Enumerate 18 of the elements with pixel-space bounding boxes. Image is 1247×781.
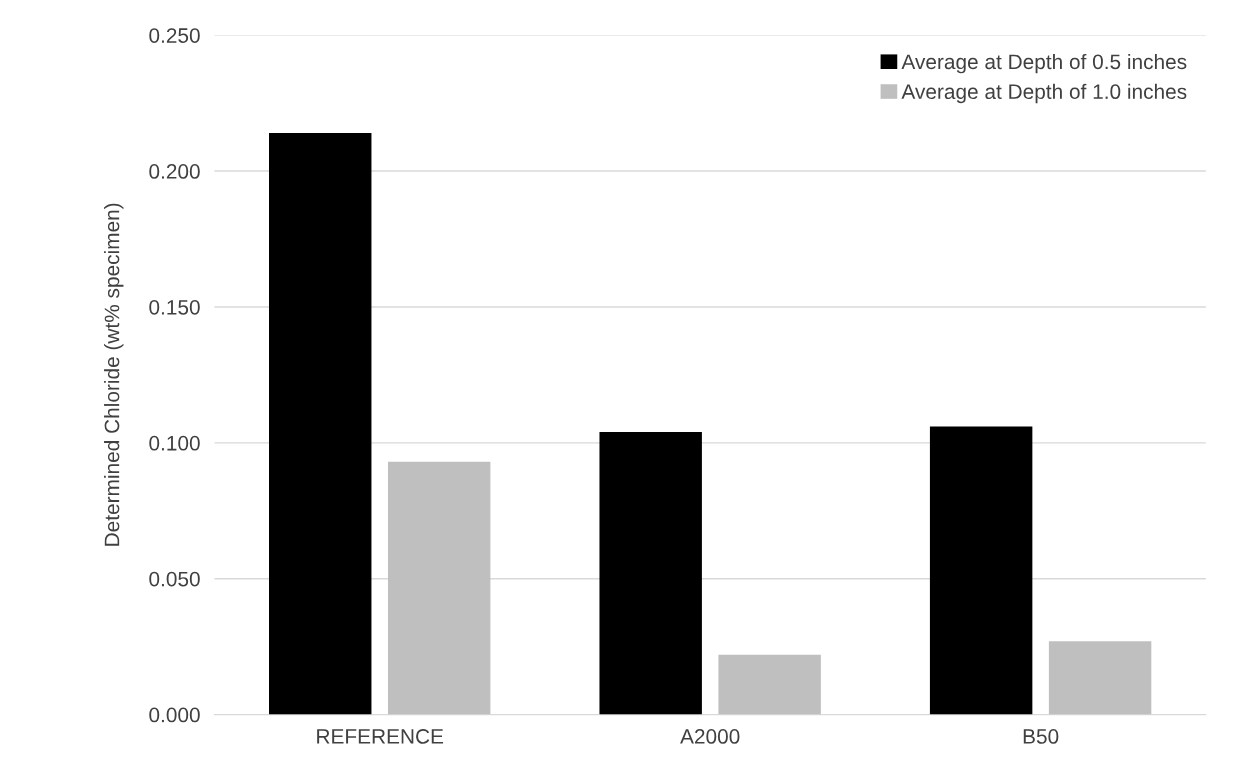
y-tick-label: 0.100 [149, 435, 200, 451]
y-tick-label: 0.250 [149, 28, 200, 43]
y-tick-label: 0.150 [149, 299, 200, 315]
bar [718, 654, 821, 715]
legend-label: Average at Depth of 1.0 inches [901, 83, 1187, 104]
legend-label: Average at Depth of 0.5 inches [901, 53, 1187, 74]
bar [929, 426, 1033, 715]
x-tick-label: B50 [1023, 729, 1059, 744]
y-tick-label: 0.200 [149, 164, 200, 179]
bar [387, 461, 491, 715]
y-axis-title: Determined Chloride (wt% specimen) [104, 203, 124, 546]
bar [269, 132, 372, 715]
y-tick-label: 0.050 [149, 571, 200, 587]
bar [599, 431, 702, 715]
y-tick-label: 0.000 [149, 707, 200, 723]
x-tick-label: REFERENCE [317, 729, 444, 744]
x-tick-label: A2000 [680, 729, 740, 744]
bar [1048, 641, 1152, 715]
